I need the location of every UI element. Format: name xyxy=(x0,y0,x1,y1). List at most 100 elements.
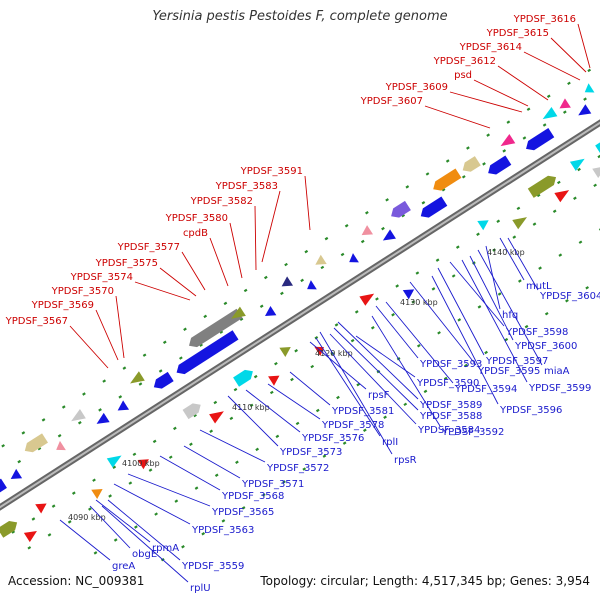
topology-summary: Topology: circular; Length: 4,517,345 bp… xyxy=(260,574,590,588)
gene-feature-upper xyxy=(209,411,224,424)
gene-label: YPDSF_3583 xyxy=(215,181,278,192)
gene-feature-upper xyxy=(182,403,201,420)
gene-feature-lower xyxy=(433,168,462,191)
gene-label: YPDSF_3588 xyxy=(419,411,482,422)
gene-label: YPDSF_3569 xyxy=(31,300,94,311)
gene-feature-lower xyxy=(117,400,130,411)
gene-label: YPDSF_3578 xyxy=(321,420,384,431)
gene-feature-lower xyxy=(176,330,239,375)
gene-label: YPDSF_3609 xyxy=(385,82,448,93)
gene-feature-lower xyxy=(307,280,317,290)
gene-label: YPDSF_3604 xyxy=(539,291,600,302)
gene-label: YPDSF_3571 xyxy=(241,479,304,490)
gene-feature-lower xyxy=(0,478,7,496)
gene-label: YPDSF_3598 xyxy=(505,327,568,338)
gene-label: rplU xyxy=(190,583,211,594)
gene-label: YPDSF_3580 xyxy=(165,213,228,224)
gene-feature-lower xyxy=(382,229,396,241)
gene-label: YPDSF_3573 xyxy=(279,447,342,458)
gene-label: YPDSF_3600 xyxy=(514,341,577,352)
gene-label: YPDSF_3559 xyxy=(181,561,244,572)
gene-feature-upper xyxy=(268,375,280,386)
gene-label: mutL xyxy=(526,281,552,292)
gene-feature-upper xyxy=(279,347,291,358)
gene-feature-lower xyxy=(10,468,23,479)
gene-feature-upper xyxy=(477,220,489,231)
gene-label: rpsR xyxy=(394,455,417,466)
gene-feature-upper xyxy=(23,531,37,543)
gene-label: YPDSF_3592 xyxy=(441,427,504,438)
scale-tick-label: 4100 kbp xyxy=(122,459,160,468)
gene-feature-upper xyxy=(233,369,253,387)
gene-feature-upper xyxy=(91,488,103,499)
gene-label: YPDSF_3589 xyxy=(419,400,482,411)
gene-label: obgE xyxy=(132,549,157,560)
gene-label: YPDSF_3576 xyxy=(301,433,364,444)
gene-feature-lower xyxy=(315,254,327,265)
gene-label: YPDSF_3574 xyxy=(70,272,133,283)
gene-label: YPDSF_3572 xyxy=(266,463,329,474)
gene-label: YPDSF_3563 xyxy=(191,525,254,536)
gene-label: YPDSF_3577 xyxy=(117,242,180,253)
gene-feature-lower xyxy=(153,371,174,389)
gene-label: YPDSF_3593 xyxy=(419,359,482,370)
gene-label: YPDSF_3570 xyxy=(51,286,114,297)
gene-label: YPDSF_3597 xyxy=(485,356,548,367)
gene-feature-lower xyxy=(130,371,145,384)
gene-feature-lower xyxy=(584,83,595,93)
gene-label: hfq xyxy=(502,310,518,321)
gene-label: YPDSF_3616 xyxy=(513,14,576,25)
gene-feature-upper xyxy=(554,190,570,203)
gene-label: YPDSF_3615 xyxy=(486,28,549,39)
gene-feature-upper xyxy=(527,175,557,198)
gene-feature-lower xyxy=(281,276,294,287)
gene-label: cpdB xyxy=(183,228,208,239)
gene-label: YPDSF_3568 xyxy=(221,491,284,502)
gene-label: miaA xyxy=(544,366,570,377)
gene-label: YPDSF_3599 xyxy=(528,383,591,394)
gene-feature-lower xyxy=(71,409,86,422)
gene-label: YPDSF_3595 xyxy=(477,366,540,377)
gene-label: YPDSF_3581 xyxy=(331,406,394,417)
gene-label: rpmA xyxy=(152,543,179,554)
gene-feature-lower xyxy=(420,196,448,218)
gene-label: YPDSF_3594 xyxy=(454,384,517,395)
scale-tick-label: 4120 kbp xyxy=(315,349,353,358)
map-title: Yersinia pestis Pestoides F, complete ge… xyxy=(152,9,448,24)
gene-feature-lower xyxy=(559,98,571,109)
gene-feature-lower xyxy=(542,106,558,120)
gene-label: YPDSF_3612 xyxy=(433,56,496,67)
gene-label: greA xyxy=(112,561,135,572)
gene-feature-upper xyxy=(106,455,122,468)
gene-feature-lower xyxy=(24,433,48,453)
gene-feature-lower xyxy=(361,225,374,236)
gene-feature-lower xyxy=(56,440,66,451)
gene-label: YPDSF_3614 xyxy=(459,42,522,53)
gene-label: YPDSF_3567 xyxy=(5,316,68,327)
scale-tick-label: 4110 kbp xyxy=(232,403,270,412)
gene-feature-lower xyxy=(265,306,277,317)
gene-feature-lower xyxy=(189,308,243,348)
gene-feature-lower xyxy=(462,156,481,172)
scale-tick-label: 4130 kbp xyxy=(400,298,438,307)
gene-label: YPDSF_3565 xyxy=(211,507,274,518)
gene-feature-upper xyxy=(592,165,600,179)
gene-feature-lower xyxy=(349,253,359,263)
gene-label: YPDSF_3590 xyxy=(416,378,479,389)
gene-label: YPDSF_3584 xyxy=(417,425,480,436)
gene-feature-lower xyxy=(500,133,516,147)
gene-label: YPDSF_3591 xyxy=(240,166,303,177)
gene-label: rpsF xyxy=(368,390,390,401)
gene-feature-lower xyxy=(526,128,555,151)
gene-feature-lower xyxy=(488,155,512,175)
accession-text: Accession: NC_009381 xyxy=(8,574,145,588)
gene-feature-lower xyxy=(391,200,411,218)
scale-tick-label: 4090 kbp xyxy=(68,513,106,522)
gene-feature-upper xyxy=(359,293,375,306)
gene-label: YPDSF_3607 xyxy=(360,96,423,107)
gene-label: YPDSF_3575 xyxy=(95,258,158,269)
gene-feature-upper xyxy=(137,459,149,470)
gene-label: YPDSF_3596 xyxy=(499,405,562,416)
gene-feature-lower xyxy=(231,306,246,319)
